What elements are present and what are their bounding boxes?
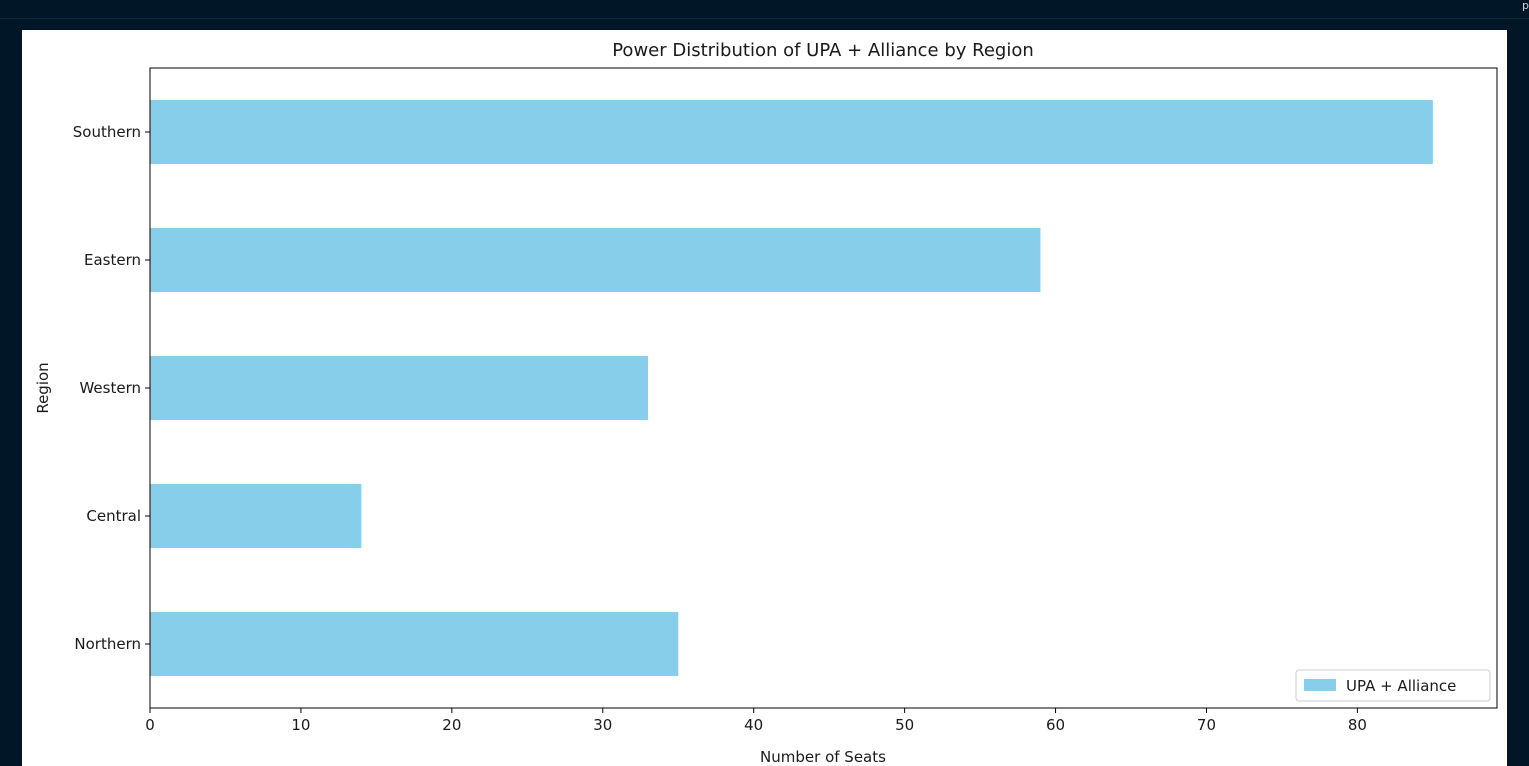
bar-eastern	[150, 228, 1041, 292]
bar-western	[150, 356, 649, 420]
chart-title: Power Distribution of UPA + Alliance by …	[612, 40, 1034, 61]
y-axis-label: Region	[34, 362, 52, 413]
y-ticks-group: Northern Central Western Eastern Southern	[73, 123, 150, 653]
y-tick-label-northern: Northern	[74, 635, 141, 653]
legend-frame	[1295, 669, 1491, 702]
y-tick-label-western: Western	[79, 379, 141, 397]
y-tick-label-eastern: Eastern	[84, 251, 141, 269]
x-tick-label-40: 40	[744, 716, 763, 734]
x-tick-label-80: 80	[1348, 716, 1367, 734]
x-tick-label-60: 60	[1046, 716, 1065, 734]
bar-chart: Power Distribution of UPA + Alliance by …	[34, 40, 1498, 766]
x-tick-label-10: 10	[291, 716, 310, 734]
x-tick-label-30: 30	[593, 716, 612, 734]
bar-central	[150, 484, 362, 548]
x-axis-label: Number of Seats	[760, 748, 886, 766]
y-tick-label-southern: Southern	[73, 123, 141, 141]
x-tick-label-20: 20	[442, 716, 461, 734]
x-tick-label-50: 50	[895, 716, 914, 734]
x-tick-label-70: 70	[1197, 716, 1216, 734]
bars-group	[150, 100, 1433, 676]
corner-text: p	[1522, 0, 1529, 12]
x-ticks-group: 0 10 20 30 40 50 60 70 80	[145, 708, 1367, 734]
top-strip	[0, 0, 1529, 19]
plot-frame	[149, 67, 1498, 709]
bar-northern	[150, 612, 679, 676]
chart-figure: Power Distribution of UPA + Alliance by …	[22, 30, 1507, 766]
x-tick-label-0: 0	[145, 716, 155, 734]
legend: UPA + Alliance	[1295, 669, 1491, 702]
bar-southern	[150, 100, 1433, 164]
legend-swatch	[1304, 679, 1336, 691]
y-tick-label-central: Central	[86, 507, 141, 525]
legend-label: UPA + Alliance	[1346, 677, 1456, 695]
